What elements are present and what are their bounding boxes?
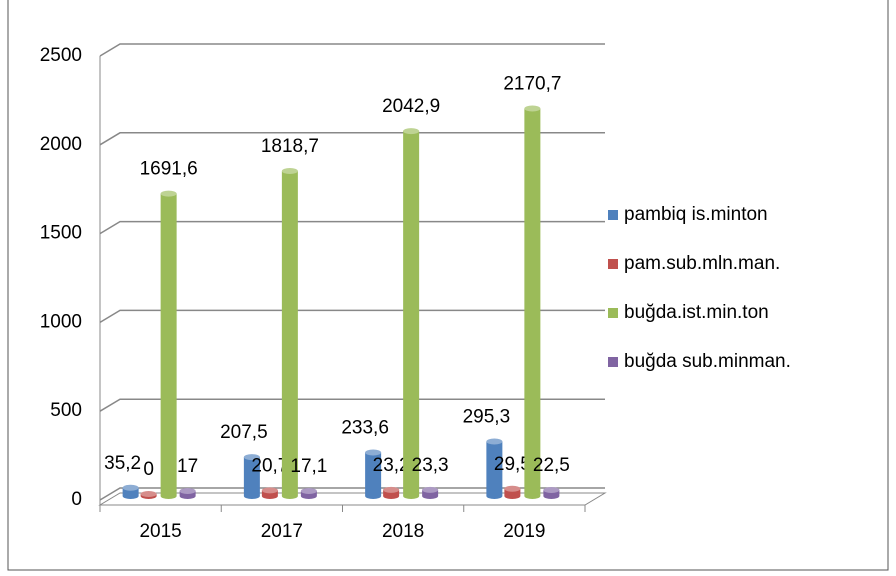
data-label: 35,2 <box>104 453 141 474</box>
bar-top <box>486 438 503 445</box>
bar-body <box>243 457 260 500</box>
bar <box>486 438 503 500</box>
floor <box>98 492 607 506</box>
bar <box>383 486 400 500</box>
data-label: 2042,9 <box>382 96 440 117</box>
bar <box>179 487 196 500</box>
bar <box>403 128 420 500</box>
bar-top <box>243 454 260 461</box>
bar-top <box>300 487 317 494</box>
data-label: 1818,7 <box>261 136 319 157</box>
bar-top <box>383 486 400 493</box>
bar-top <box>140 491 157 497</box>
bar <box>243 454 260 500</box>
bar <box>160 190 177 500</box>
x-tick-label: 2015 <box>139 521 181 542</box>
data-label: 20,7 <box>251 455 288 476</box>
bar-body <box>524 108 541 500</box>
bar <box>300 487 317 500</box>
y-tick-label: 0 <box>71 489 82 510</box>
bar-top <box>122 484 139 491</box>
bar-top <box>179 487 196 494</box>
data-label: 295,3 <box>463 407 511 428</box>
legend-label: pam.sub.mln.man. <box>624 253 780 274</box>
bar <box>504 485 521 500</box>
bar-top <box>524 105 541 112</box>
y-tick-label: 500 <box>50 400 82 421</box>
bar-top <box>261 487 278 494</box>
bar-body <box>281 170 298 500</box>
bar-top <box>403 128 420 135</box>
frame <box>7 0 889 571</box>
bar-top <box>543 487 560 494</box>
legend-label: buğda sub.minman. <box>624 351 791 372</box>
legend-swatch <box>608 210 618 220</box>
data-label: 23,2 <box>373 455 410 476</box>
x-tick-label: 2017 <box>261 521 303 542</box>
legend-label: pambiq is.minton <box>624 204 768 225</box>
grid-line <box>99 487 605 501</box>
grid-line <box>99 132 605 146</box>
y-tick-label: 1500 <box>40 223 82 244</box>
data-label: 17,1 <box>290 456 327 477</box>
grid-line <box>99 309 605 324</box>
y-tick-label: 2000 <box>40 134 82 155</box>
bar <box>281 167 298 500</box>
bar-body <box>365 452 382 500</box>
bar-top <box>504 485 521 492</box>
data-label: 207,5 <box>220 422 268 443</box>
y-tick-label: 2500 <box>40 45 82 66</box>
bar-top <box>281 167 298 174</box>
bar <box>122 484 139 500</box>
data-label: 17 <box>177 456 198 477</box>
data-label: 29,5 <box>494 454 531 475</box>
bar-top <box>365 449 382 456</box>
bar-body <box>160 193 177 500</box>
bar-body <box>486 441 503 500</box>
bar <box>261 487 278 500</box>
legend-label: buğda.ist.min.ton <box>624 302 769 323</box>
x-tick-label: 2019 <box>503 521 545 542</box>
bar-body <box>403 131 420 500</box>
legend-swatch <box>608 357 618 367</box>
bar <box>365 449 382 500</box>
bar-body <box>122 487 139 500</box>
bar <box>140 491 157 500</box>
bar-top <box>422 486 439 493</box>
bar <box>524 105 541 500</box>
data-label: 233,6 <box>341 418 389 439</box>
data-label: 2170,7 <box>503 73 561 94</box>
data-label: 1691,6 <box>140 159 198 180</box>
grid-line <box>99 220 605 235</box>
legend-swatch <box>608 259 618 269</box>
bar <box>543 487 560 500</box>
bar-top <box>160 190 177 197</box>
data-label: 22,5 <box>533 455 570 476</box>
bar <box>422 486 439 500</box>
grid-line <box>99 43 605 57</box>
grid-line <box>99 398 605 412</box>
y-tick-label: 1000 <box>40 311 82 332</box>
data-label: 23,3 <box>412 455 449 476</box>
x-tick-label: 2018 <box>382 521 424 542</box>
data-label: 0 <box>143 459 154 480</box>
legend-swatch <box>608 308 618 318</box>
